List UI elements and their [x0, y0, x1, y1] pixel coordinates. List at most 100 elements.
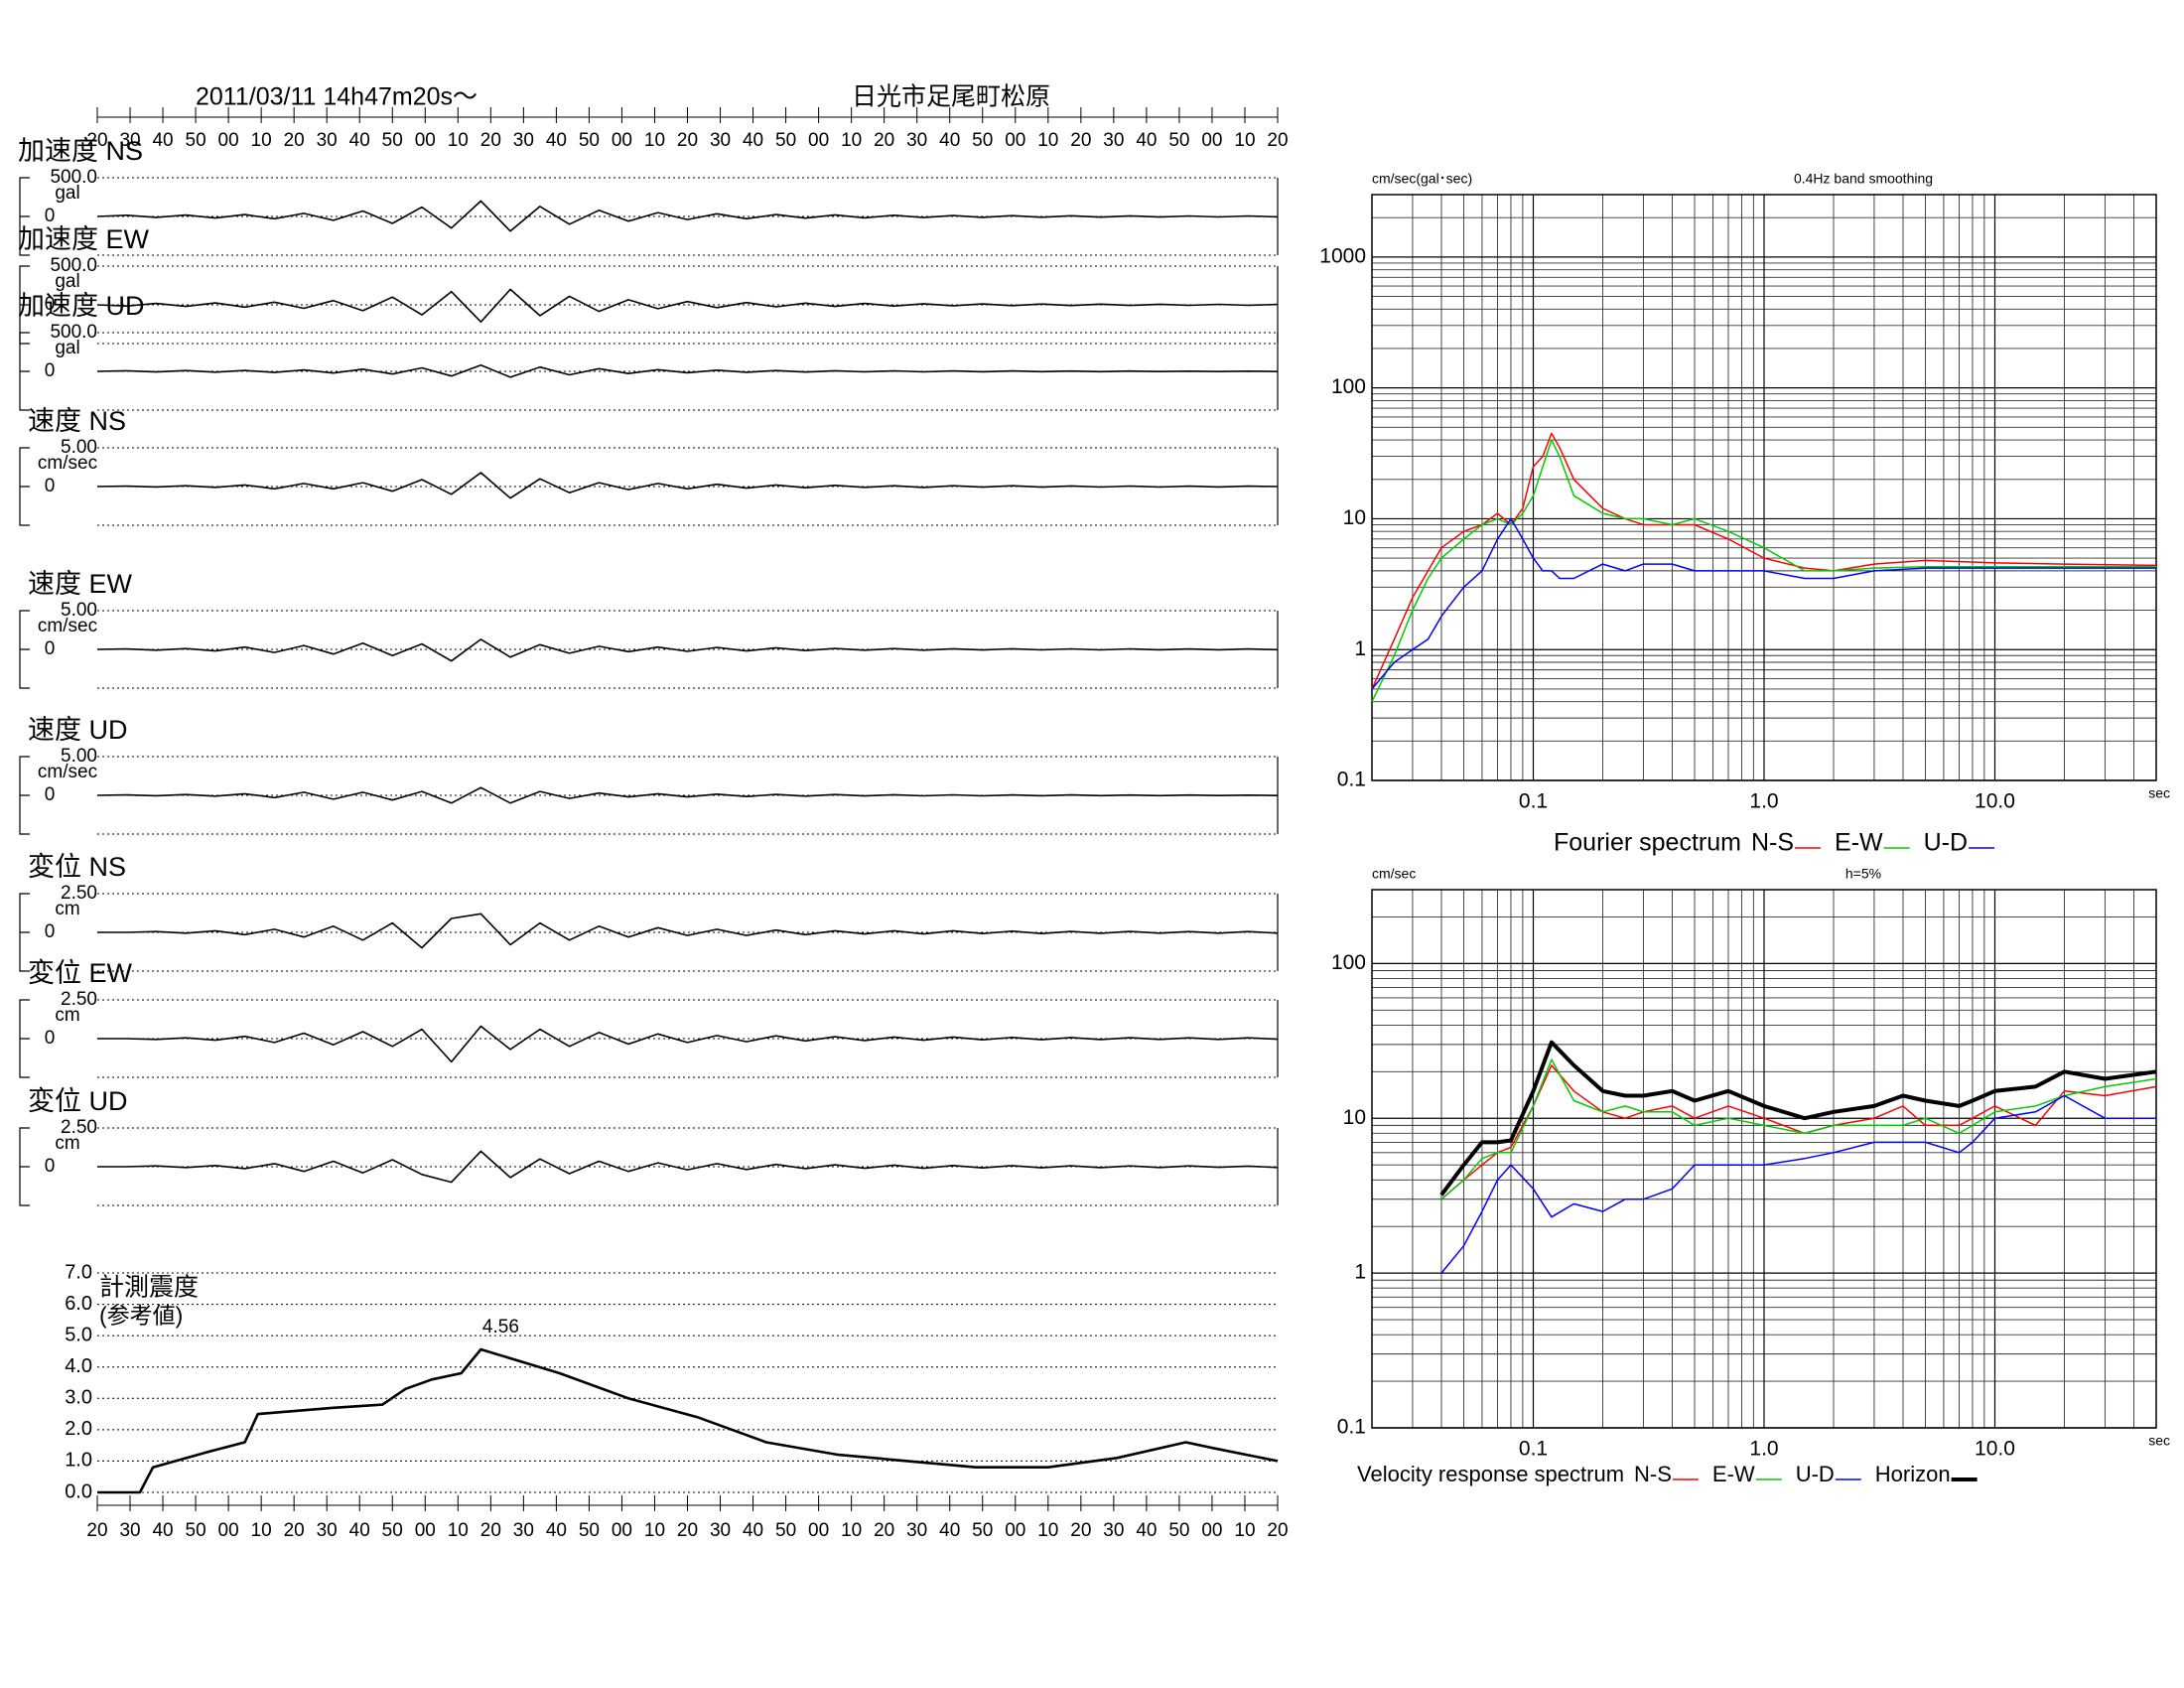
- time-tick-label: 40: [349, 130, 370, 151]
- time-tick-label: 20: [1070, 1520, 1091, 1541]
- time-tick-label: 50: [1168, 1520, 1189, 1541]
- chart-title: 0.4Hz band smoothing: [1794, 171, 1933, 187]
- y-tick-label: 1.0: [65, 1450, 92, 1472]
- time-tick-label: 30: [317, 1520, 338, 1541]
- time-tick-label: 00: [218, 1520, 239, 1541]
- time-tick-label: 00: [808, 130, 829, 151]
- plot-frame: [1371, 889, 2157, 1429]
- time-tick-label: 20: [1267, 130, 1288, 151]
- y-tick-label: 100: [1331, 375, 1366, 398]
- waveform: [96, 200, 1279, 232]
- panel-subtitle: (参考値): [99, 1302, 183, 1328]
- legend-label: Horizon: [1875, 1462, 1951, 1486]
- y-tick-label: 500.0: [50, 255, 97, 276]
- y-tick-label: 7.0: [65, 1261, 92, 1283]
- time-tick-label: 30: [119, 1520, 140, 1541]
- time-tick-label: 30: [906, 1520, 927, 1541]
- y-tick-label: 2.0: [65, 1418, 92, 1440]
- panel-bracket: [19, 999, 30, 1078]
- unit-label: cm: [55, 899, 79, 919]
- y-tick-label: 1: [1354, 1261, 1366, 1284]
- x-axis-unit: sec: [2148, 785, 2170, 801]
- panel-bracket: [19, 447, 30, 526]
- unit-label: cm: [55, 1133, 79, 1154]
- y-tick-label: 5.00: [61, 600, 97, 621]
- panel-title: 速度 UD: [28, 715, 128, 745]
- time-tick-label: 00: [1201, 1520, 1222, 1541]
- spectrum-line: [1440, 1058, 2157, 1200]
- waveform: [96, 364, 1279, 378]
- x-axis-unit: sec: [2148, 1433, 2170, 1449]
- panel-title: 変位 UD: [28, 1086, 128, 1116]
- unit-label: gal: [55, 183, 79, 204]
- y-tick-label: 6.0: [65, 1293, 92, 1315]
- legend-label: N-S: [1634, 1462, 1672, 1486]
- spectrum-line: [1440, 1094, 2156, 1274]
- time-tick-label: 10: [644, 1520, 665, 1541]
- legend-caption: Velocity response spectrum: [1357, 1462, 1624, 1486]
- panel-bracket: [19, 1127, 30, 1206]
- time-tick-label: 50: [972, 130, 993, 151]
- time-tick-label: 20: [480, 130, 501, 151]
- panel-title: 加速度 NS: [18, 136, 143, 166]
- y-tick-label: 0.1: [1337, 1416, 1366, 1439]
- x-tick-label: 1.0: [1749, 1438, 1778, 1461]
- time-tick-label: 00: [1201, 130, 1222, 151]
- time-tick-label: 40: [152, 130, 173, 151]
- time-tick-label: 10: [1037, 1520, 1058, 1541]
- waveform: [96, 288, 1279, 323]
- time-tick-label: 30: [710, 130, 731, 151]
- time-tick-label: 10: [448, 130, 469, 151]
- legend-label: N-S: [1751, 829, 1794, 857]
- waveform: [97, 1150, 1279, 1184]
- x-tick-label: 10.0: [1975, 790, 2015, 813]
- y-tick-label: 0: [45, 476, 56, 496]
- time-tick-label: 40: [546, 130, 567, 151]
- time-tick-label: 10: [644, 130, 665, 151]
- panel-bracket: [19, 610, 30, 689]
- y-tick-label: 0: [45, 294, 56, 315]
- y-tick-label: 5.00: [61, 746, 97, 767]
- time-tick-label: 10: [1234, 130, 1255, 151]
- panel-title: 速度 NS: [28, 406, 126, 436]
- unit-label: gal: [55, 271, 79, 292]
- panel-title: 計測震度: [99, 1273, 199, 1301]
- y-tick-label: 2.50: [61, 1117, 97, 1138]
- time-tick-label: 20: [480, 1520, 501, 1541]
- y-tick-label: 10: [1343, 1106, 1366, 1129]
- time-tick-label: 30: [513, 130, 534, 151]
- time-tick-label: 50: [382, 130, 403, 151]
- panel-title: 変位 EW: [28, 958, 133, 988]
- panel-title: 速度 EW: [28, 569, 133, 599]
- y-tick-label: 0: [45, 206, 56, 226]
- panel-bracket: [19, 893, 30, 972]
- time-tick-label: 30: [906, 130, 927, 151]
- spectrum-line: [1371, 432, 2157, 690]
- y-tick-label: 1000: [1319, 244, 1366, 267]
- record-date: 2011/03/11 14h47m20s～: [196, 83, 478, 111]
- y-axis-unit: cm/sec: [1372, 866, 1416, 882]
- x-tick-label: 0.1: [1519, 790, 1548, 813]
- y-axis-unit: cm/sec(gal･sec): [1372, 171, 1472, 187]
- spectrum-line: [1440, 1064, 2157, 1200]
- time-tick-label: 50: [579, 130, 600, 151]
- y-tick-label: 500.0: [50, 167, 97, 188]
- y-tick-label: 10: [1343, 506, 1366, 529]
- time-tick-label: 50: [579, 1520, 600, 1541]
- waveform: [97, 1025, 1279, 1063]
- waveform: [96, 786, 1279, 804]
- time-tick-label: 50: [775, 1520, 796, 1541]
- legend-label: U-D: [1796, 1462, 1835, 1486]
- time-tick-label: 20: [284, 1520, 305, 1541]
- time-tick-label: 20: [874, 1520, 894, 1541]
- panel-title: 変位 NS: [28, 852, 126, 882]
- time-tick-label: 40: [152, 1520, 173, 1541]
- spectrum-line: [1371, 439, 2156, 703]
- y-tick-label: 2.50: [61, 989, 97, 1010]
- time-tick-label: 40: [743, 1520, 763, 1541]
- time-tick-label: 10: [1037, 130, 1058, 151]
- time-tick-label: 00: [218, 130, 239, 151]
- y-tick-label: 0.0: [65, 1480, 92, 1502]
- time-tick-label: 10: [251, 1520, 272, 1541]
